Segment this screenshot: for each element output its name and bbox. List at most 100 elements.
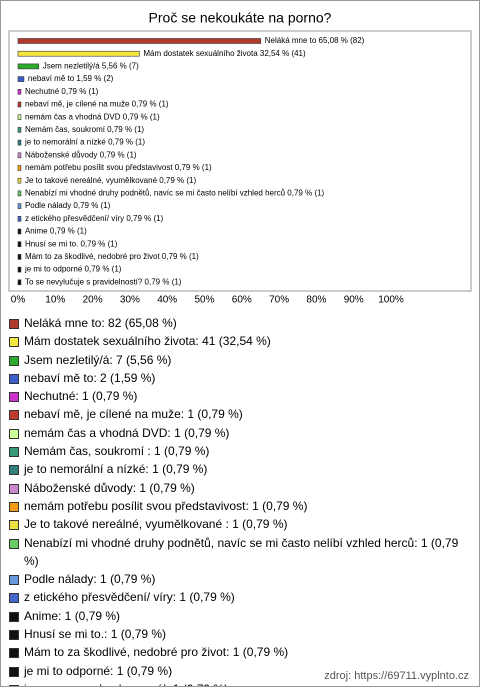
legend-item: je to nemorální a nízké: 1 (0,79 %) xyxy=(9,460,471,478)
legend-swatch xyxy=(9,630,19,641)
chart-title: Proč se nekoukáte na porno? xyxy=(149,10,332,26)
plot-frame xyxy=(8,30,472,292)
legend-item: Nenabízí mi vhodné druhy podnětů, navíc … xyxy=(9,534,471,571)
legend-item: nebaví mě to: 2 (1,59 %) xyxy=(9,369,471,387)
legend-swatch xyxy=(9,410,19,421)
bar-label: To se nevylučuje s pravidelností? 0,79 %… xyxy=(25,277,182,286)
bar-label: z etického přesvědčení/ víry 0,79 % (1) xyxy=(25,214,164,223)
x-tick-label: 70% xyxy=(269,295,289,306)
bar-label: je mi to odporné 0,79 % (1) xyxy=(24,265,122,274)
legend-label: nebaví mě, je cílené na muže: 1 (0,79 %) xyxy=(24,407,243,422)
legend-label: Anime: 1 (0,79 %) xyxy=(24,608,121,623)
bar-label: Je to takové nereálné, vyumělkované 0,79… xyxy=(25,176,197,185)
legend-label: Jsem nezletilý/á: 7 (5,56 %) xyxy=(24,352,172,367)
legend-swatch xyxy=(9,355,19,366)
source: zdroj: https://69711.vyplnto.cz xyxy=(324,670,469,682)
legend-item: nemám potřebu posílit svou představivost… xyxy=(9,497,471,515)
legend-item: Anime: 1 (0,79 %) xyxy=(9,607,471,625)
bar-label: nemám potřebu posílit svou představivost… xyxy=(25,163,212,172)
legend-label: jsem sex-repulsed asexuál: 1 (0,79 %) xyxy=(24,680,228,686)
legend-item: jsem sex-repulsed asexuál: 1 (0,79 %) xyxy=(9,680,471,686)
bar xyxy=(17,63,40,70)
legend-item: Jsem nezletilý/á: 7 (5,56 %) xyxy=(9,351,471,369)
bar xyxy=(17,203,22,209)
legend-label: Nechutné: 1 (0,79 %) xyxy=(24,389,138,404)
legend-item: Nemám čas, soukromí : 1 (0,79 %) xyxy=(9,442,471,460)
legend-item: z etického přesvědčení/ víry: 1 (0,79 %) xyxy=(9,588,471,606)
legend-label: nebaví mě to: 2 (1,59 %) xyxy=(24,370,156,385)
x-tick-label: 90% xyxy=(344,295,364,306)
x-tick-label: 100% xyxy=(378,295,404,306)
legend-item: Je to takové nereálné, vyumělkované : 1 … xyxy=(9,515,471,533)
legend-label: Podle nálady: 1 (0,79 %) xyxy=(24,572,156,587)
legend-swatch xyxy=(9,483,19,494)
legend-item: Podle nálady: 1 (0,79 %) xyxy=(9,570,471,588)
legend-label: je to nemorální a nízké: 1 (0,79 %) xyxy=(24,462,208,477)
legend-item: Mám to za škodlivé, nedobré pro život: 1… xyxy=(9,643,471,661)
legend-swatch xyxy=(9,373,19,384)
bar-label: Nemám čas, soukromí 0,79 % (1) xyxy=(25,125,144,134)
legend-swatch xyxy=(9,501,19,512)
bar xyxy=(17,177,22,184)
legend-label: Mám to za škodlivé, nedobré pro život: 1… xyxy=(24,645,289,660)
legend-swatch xyxy=(9,392,19,403)
bar xyxy=(17,89,22,95)
chart: Proč se nekoukáte na porno? 0% 10% 20% 30% 4… xyxy=(8,10,472,306)
legend-label: nemám čas a vhodná DVD: 1 (0,79 %) xyxy=(24,425,230,440)
bar-label: Jsem nezletilý/á 5,56 % (7) xyxy=(43,62,139,71)
legend: Neláká mne to: 82 (65,08 %) Mám dostatek … xyxy=(9,314,471,686)
bar-label: nebaví mě to 1,59 % (2) xyxy=(28,74,114,83)
legend-swatch xyxy=(9,648,19,659)
bar xyxy=(17,114,22,120)
legend-label: Je to takové nereálné, vyumělkované : 1 … xyxy=(24,517,288,532)
x-tick-label: 0% xyxy=(11,295,26,306)
legend-label: Hnusí se mi to.: 1 (0,79 %) xyxy=(24,627,167,642)
bar-label: Podle nálady 0,79 % (1) xyxy=(25,201,111,210)
legend-label: Nemám čas, soukromí : 1 (0,79 %) xyxy=(24,444,210,459)
x-tick-label: 40% xyxy=(157,295,177,306)
legend-item: Náboženské důvody: 1 (0,79 %) xyxy=(9,479,471,497)
legend-swatch xyxy=(9,447,19,458)
legend-swatch xyxy=(9,684,19,686)
legend-swatch xyxy=(9,575,19,586)
bar xyxy=(17,101,22,108)
legend-label: nemám potřebu posílit svou představivost… xyxy=(24,498,308,513)
legend-swatch xyxy=(9,337,19,348)
legend-swatch xyxy=(9,538,19,549)
bar xyxy=(17,190,22,197)
bar xyxy=(17,266,22,273)
x-tick-label: 80% xyxy=(306,295,326,306)
x-tick-label: 20% xyxy=(83,295,103,306)
legend-label: Mám dostatek sexuálního života: 41 (32,5… xyxy=(24,334,271,349)
legend-swatch xyxy=(9,319,19,329)
bar-label: Nenabízí mi vhodné druhy podnětů, navíc … xyxy=(25,189,325,198)
x-tick-label: 60% xyxy=(232,295,252,306)
legend-item: Mám dostatek sexuálního života: 41 (32,5… xyxy=(9,332,471,350)
legend-swatch xyxy=(9,593,19,604)
legend-label: z etického přesvědčení/ víry: 1 (0,79 %) xyxy=(24,590,235,605)
legend-item: Nechutné: 1 (0,79 %) xyxy=(9,387,471,405)
bar-label: Neláká mne to 65,08 % (82) xyxy=(265,36,365,45)
bar xyxy=(17,50,140,57)
legend-swatch xyxy=(9,520,19,531)
bar-label: nebaví mě, je cílené na muže 0,79 % (1) xyxy=(25,100,169,109)
legend-label: je mi to odporné: 1 (0,79 %) xyxy=(24,663,173,678)
bar xyxy=(17,139,22,146)
bar xyxy=(17,76,25,82)
legend-item: Hnusí se mi to.: 1 (0,79 %) xyxy=(9,625,471,643)
x-tick-label: 50% xyxy=(194,295,214,306)
bar-label: Nechutné 0,79 % (1) xyxy=(25,87,99,96)
bar xyxy=(17,38,262,44)
bar xyxy=(17,254,22,260)
bar xyxy=(17,241,22,247)
legend-swatch xyxy=(9,428,19,439)
bar xyxy=(17,228,22,235)
legend-swatch xyxy=(9,611,19,622)
legend-item: nemám čas a vhodná DVD: 1 (0,79 %) xyxy=(9,424,471,442)
legend-item: je mi to odporné: 1 (0,79 %) xyxy=(9,662,471,680)
x-tick-label: 30% xyxy=(120,295,140,306)
bar xyxy=(17,127,22,133)
bar-label: Náboženské důvody 0,79 % (1) xyxy=(25,150,137,159)
bar-label: Anime 0,79 % (1) xyxy=(25,227,87,236)
bar xyxy=(17,152,22,159)
